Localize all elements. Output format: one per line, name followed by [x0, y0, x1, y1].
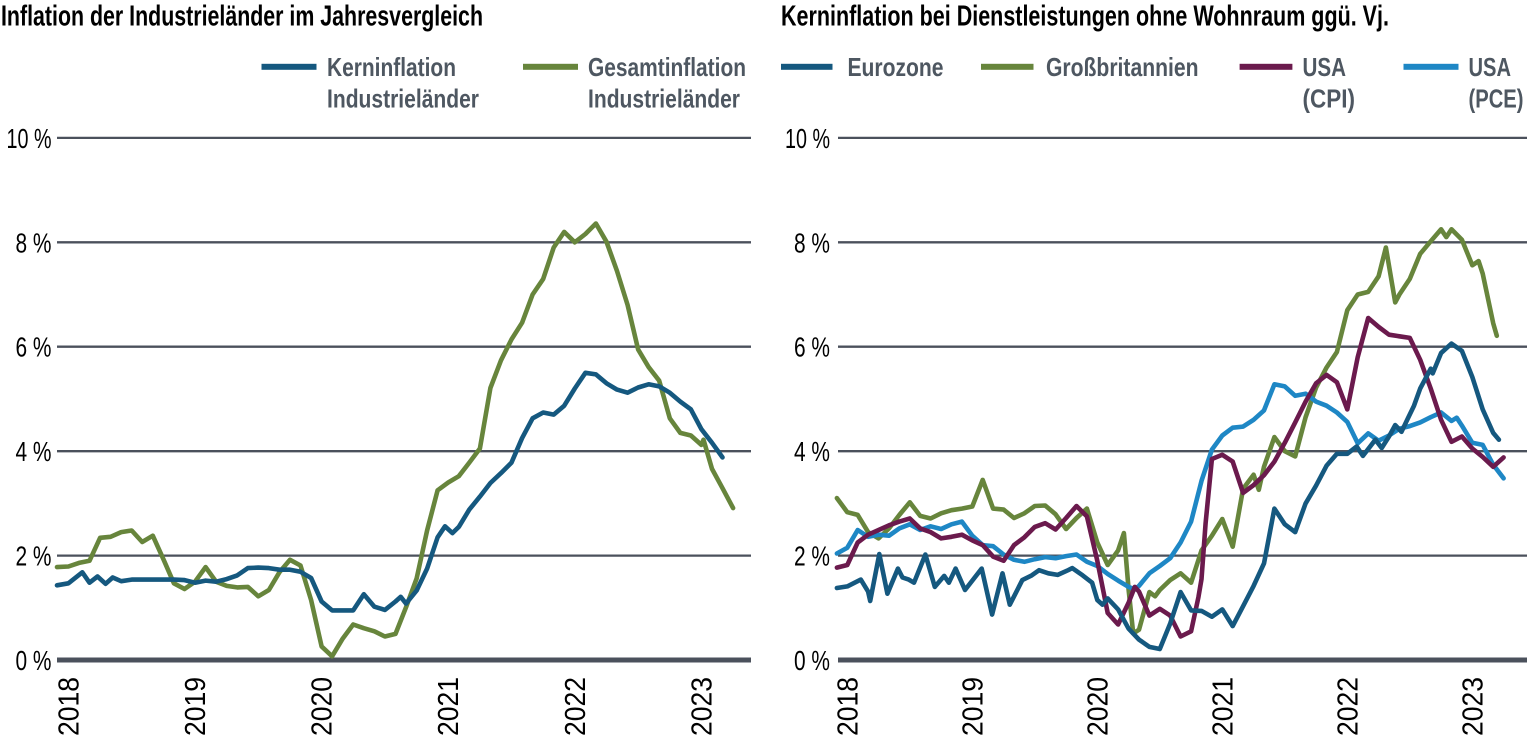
- svg-text:2019: 2019: [957, 677, 989, 736]
- svg-text:Inflation der Industrieländer: Inflation der Industrieländer im Jahresv…: [1, 1, 483, 33]
- svg-text:8 %: 8 %: [794, 227, 830, 258]
- svg-text:2020: 2020: [307, 677, 339, 736]
- svg-text:0 %: 0 %: [16, 645, 52, 676]
- svg-text:Gesamtinflation: Gesamtinflation: [588, 52, 746, 82]
- svg-text:2019: 2019: [180, 677, 212, 736]
- svg-text:2023: 2023: [1457, 677, 1489, 736]
- svg-text:2 %: 2 %: [16, 541, 52, 572]
- svg-text:(PCE): (PCE): [1469, 84, 1524, 114]
- svg-text:10 %: 10 %: [7, 123, 52, 154]
- svg-text:(CPI): (CPI): [1303, 84, 1356, 114]
- svg-text:0 %: 0 %: [794, 645, 830, 676]
- svg-text:2022: 2022: [1332, 677, 1364, 736]
- svg-text:2021: 2021: [433, 677, 465, 736]
- svg-text:2023: 2023: [686, 677, 718, 736]
- svg-text:2 %: 2 %: [794, 541, 830, 572]
- svg-text:Eurozone: Eurozone: [848, 52, 944, 82]
- svg-text:6 %: 6 %: [16, 332, 52, 363]
- svg-text:10 %: 10 %: [785, 123, 830, 154]
- svg-text:USA: USA: [1469, 52, 1512, 82]
- svg-text:Kerninflation: Kerninflation: [327, 52, 456, 82]
- svg-text:2020: 2020: [1082, 677, 1114, 736]
- svg-text:2021: 2021: [1207, 677, 1239, 736]
- svg-text:USA: USA: [1303, 52, 1347, 82]
- svg-text:4 %: 4 %: [794, 436, 830, 467]
- svg-text:Großbritannien: Großbritannien: [1046, 52, 1199, 82]
- svg-text:Kerninflation bei Dienstleistu: Kerninflation bei Dienstleistungen ohne …: [781, 1, 1389, 33]
- svg-text:6 %: 6 %: [794, 332, 830, 363]
- svg-text:4 %: 4 %: [16, 436, 52, 467]
- svg-text:2022: 2022: [560, 677, 592, 736]
- svg-text:Industrieländer: Industrieländer: [327, 84, 479, 114]
- svg-text:2018: 2018: [53, 677, 85, 736]
- svg-text:2018: 2018: [832, 677, 864, 736]
- svg-text:Industrieländer: Industrieländer: [588, 84, 740, 114]
- svg-text:8 %: 8 %: [16, 227, 52, 258]
